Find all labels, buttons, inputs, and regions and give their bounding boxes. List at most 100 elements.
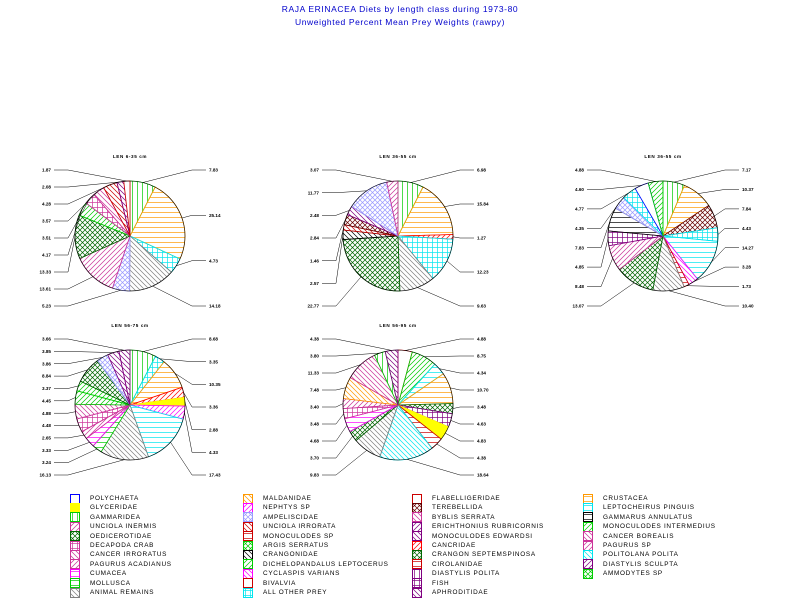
legend-label: GAMMARIDEA <box>90 513 141 521</box>
slice-value-label: 4.34 <box>477 371 486 376</box>
legend-swatch <box>70 587 80 598</box>
slice-value-label: 8.68 <box>209 337 218 342</box>
slice-value-label: 8.48 <box>575 284 584 289</box>
leader-line <box>322 227 344 261</box>
leader-line <box>183 392 206 408</box>
slice-value-label: 2.48 <box>310 213 319 218</box>
slice-value-label: 3.07 <box>310 168 319 173</box>
leader-line <box>686 285 739 287</box>
legend-item: AMMODYTES SP <box>583 568 663 579</box>
slice-value-label: 1.46 <box>310 258 319 263</box>
slice-value-label: 3.48 <box>310 422 319 427</box>
leader-line <box>176 260 206 267</box>
pie-chart-3: LEN 36-55 cm 7.17 10.37 7.84 4.43 14.27 3.28 1.… <box>573 154 754 309</box>
slice-value-label: 4.45 <box>42 398 51 403</box>
leader-line <box>450 420 474 425</box>
slice-value-label: 4.85 <box>575 265 584 270</box>
pie-chart-title: LEN 36-55 cm <box>379 154 416 159</box>
leader-line <box>322 219 346 239</box>
legend-label: DICHELOPANDALUS LEPTOCERUS <box>263 560 389 568</box>
leader-line <box>54 442 90 451</box>
leader-line <box>450 387 474 391</box>
slice-value-label: 3.85 <box>42 349 51 354</box>
leader-line <box>322 276 362 307</box>
leader-line <box>587 258 613 287</box>
slice-value-label: 10.37 <box>742 187 754 192</box>
leader-line <box>444 203 474 207</box>
leader-line <box>322 387 346 391</box>
leader-line <box>54 411 76 414</box>
slice-value-label: 14.27 <box>742 245 754 250</box>
leader-line <box>698 189 739 194</box>
leader-line <box>54 459 125 476</box>
slice-value-label: 4.43 <box>742 226 751 231</box>
slice-value-label: 4.73 <box>209 258 218 263</box>
leader-line <box>587 238 609 268</box>
slice-value-label: 4.88 <box>575 168 584 173</box>
pie-chart-title: LEN 36-55 cm <box>644 154 681 159</box>
pie-slice <box>342 235 401 292</box>
slice-value-label: 4.68 <box>310 439 319 444</box>
slice-value-label: 8.84 <box>42 374 51 379</box>
legend-swatch <box>583 568 593 579</box>
slice-value-label: 4.28 <box>42 202 51 207</box>
legend-label: DECAPODA CRAB <box>90 542 155 549</box>
leader-line <box>54 169 127 182</box>
slice-value-label: 8.75 <box>477 354 486 359</box>
slice-value-label: 4.60 <box>575 187 584 192</box>
leader-line <box>693 266 739 283</box>
slice-value-label: 3.57 <box>42 219 51 224</box>
leader-line <box>322 436 353 459</box>
leader-line <box>410 169 474 183</box>
legend-label: ARGIS SERRATUS <box>263 542 329 549</box>
leader-line <box>322 425 348 442</box>
slice-value-label: 7.17 <box>742 168 751 173</box>
slice-value-label: 11.77 <box>308 190 320 195</box>
leader-line <box>322 364 361 374</box>
leader-line <box>668 290 739 307</box>
legend-label: BIVALVIA <box>263 579 297 587</box>
leader-line <box>446 260 474 273</box>
leader-line <box>54 369 88 377</box>
slice-value-label: 2.88 <box>209 427 218 432</box>
legend-label: UNCIOLA INERMIS <box>90 523 157 531</box>
legend-label: MONOCULODES SP <box>263 532 334 540</box>
leader-line <box>452 406 474 409</box>
leader-line <box>54 448 98 463</box>
chart-subtitle: Unweighted Percent Mean Prey Weights (ra… <box>294 17 506 27</box>
legend-label: MOLLUSCA <box>90 579 131 587</box>
leader-line <box>54 276 94 290</box>
leader-line <box>417 287 474 307</box>
chart-title: RAJA ERINACEA Diets by length class duri… <box>281 4 519 14</box>
legend-label: CANCER BOREALIS <box>603 532 675 540</box>
legend-label: LEPTOCHEIRUS PINGUIS <box>603 504 695 512</box>
leader-line <box>673 169 739 183</box>
legend-label: OEDICEROTIDAE <box>90 532 153 540</box>
legend-label: GLYCERIDAE <box>90 504 138 512</box>
slice-value-label: 11.33 <box>308 371 320 376</box>
slice-value-label: 13.07 <box>573 304 585 309</box>
leader-line <box>452 236 474 239</box>
leader-line <box>322 338 392 351</box>
slice-value-label: 15.84 <box>477 202 489 207</box>
leader-line <box>54 184 111 205</box>
slice-value-label: 4.88 <box>42 411 51 416</box>
legend-label: CRANGON SEPTEMSPINOSA <box>432 551 536 559</box>
slice-value-label: 12.23 <box>477 270 489 275</box>
legend-label: POLITOLANA POLITA <box>603 551 679 559</box>
slice-value-label: 1.87 <box>42 168 51 173</box>
leader-line <box>159 358 206 362</box>
slice-value-label: 4.17 <box>42 253 51 258</box>
leader-line <box>445 432 474 442</box>
legend-swatch <box>243 587 253 598</box>
legend-label: FLABELLIGERIDAE <box>432 495 501 502</box>
slice-value-label: 7.84 <box>742 206 751 211</box>
slice-value-label: 2.08 <box>42 185 51 190</box>
slice-value-label: 4.63 <box>477 422 486 427</box>
leader-line <box>587 192 630 210</box>
leader-line <box>54 351 114 353</box>
legend-label: CIROLANIDAE <box>432 560 484 568</box>
leader-line <box>142 169 206 183</box>
legend-item: ANIMAL REMAINS <box>70 587 154 598</box>
